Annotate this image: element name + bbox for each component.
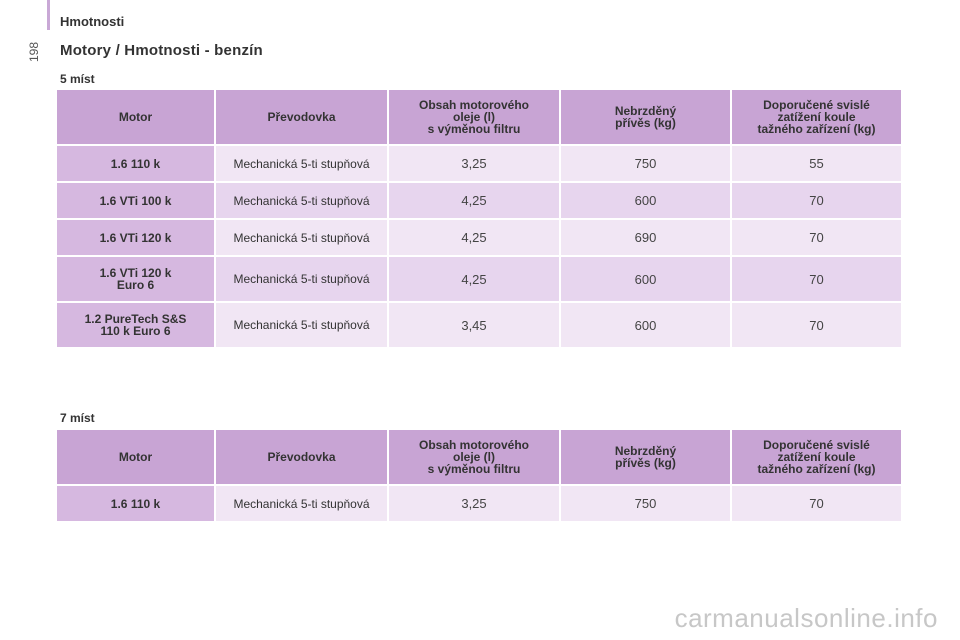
cell-gearbox: Mechanická 5-ti stupňová — [216, 257, 389, 303]
cell-motor: 1.6 110 k — [57, 486, 216, 523]
cell-oil: 4,25 — [389, 183, 561, 220]
watermark: carmanualsonline.info — [674, 603, 938, 633]
cell-oil: 3,25 — [389, 146, 561, 183]
cell-oil: 4,25 — [389, 257, 561, 303]
cell-motor: 1.6 110 k — [57, 146, 216, 183]
cell-gearbox: Mechanická 5-ti stupňová — [216, 303, 389, 349]
weights-table-7-seats: Motor Převodovka Obsah motorového oleje (… — [57, 430, 903, 523]
section-accent-bar — [47, 0, 50, 30]
cell-towball: 70 — [732, 257, 903, 303]
weights-table-5-seats: Motor Převodovka Obsah motorového oleje (… — [57, 90, 903, 349]
header-towball: Doporučené svislé zatížení koule tažného z… — [732, 430, 903, 486]
cell-motor: 1.6 VTi 100 k — [57, 183, 216, 220]
cell-gearbox: Mechanická 5-ti stupňová — [216, 183, 389, 220]
cell-trailer: 690 — [561, 220, 732, 257]
cell-towball: 70 — [732, 183, 903, 220]
subsection-title-7-seats: 7 míst — [60, 411, 95, 425]
table-row: 1.6 110 k Mechanická 5-ti stupňová 3,25 … — [57, 146, 903, 183]
cell-trailer: 600 — [561, 257, 732, 303]
table-row: 1.6 VTi 120 k Mechanická 5-ti stupňová 4… — [57, 220, 903, 257]
header-gearbox: Převodovka — [216, 90, 389, 146]
header-oil: Obsah motorového oleje (l) s výměnou filtr… — [389, 90, 561, 146]
table-header-row: Motor Převodovka Obsah motorového oleje (… — [57, 90, 903, 146]
cell-gearbox: Mechanická 5-ti stupňová — [216, 486, 389, 523]
table-row: 1.2 PureTech S&S 110 k Euro 6 Mechanická … — [57, 303, 903, 349]
cell-gearbox: Mechanická 5-ti stupňová — [216, 146, 389, 183]
header-motor: Motor — [57, 430, 216, 486]
table-header-row: Motor Převodovka Obsah motorového oleje (… — [57, 430, 903, 486]
cell-trailer: 750 — [561, 486, 732, 523]
table-row: 1.6 110 k Mechanická 5-ti stupňová 3,25 … — [57, 486, 903, 523]
header-oil: Obsah motorového oleje (l) s výměnou filtr… — [389, 430, 561, 486]
cell-trailer: 600 — [561, 303, 732, 349]
header-towball: Doporučené svislé zatížení koule tažného z… — [732, 90, 903, 146]
page-number: 198 — [27, 41, 41, 62]
table-row: 1.6 VTi 120 k Euro 6 Mechanická 5-ti stup… — [57, 257, 903, 303]
cell-motor: 1.2 PureTech S&S 110 k Euro 6 — [57, 303, 216, 349]
page-title: Motory / Hmotnosti - benzín — [60, 42, 263, 59]
cell-gearbox: Mechanická 5-ti stupňová — [216, 220, 389, 257]
header-trailer: Nebrzděný přívěs (kg) — [561, 90, 732, 146]
cell-motor: 1.6 VTi 120 k Euro 6 — [57, 257, 216, 303]
cell-towball: 55 — [732, 146, 903, 183]
subsection-title-5-seats: 5 míst — [60, 72, 95, 86]
cell-oil: 3,25 — [389, 486, 561, 523]
header-gearbox: Převodovka — [216, 430, 389, 486]
cell-oil: 4,25 — [389, 220, 561, 257]
header-trailer: Nebrzděný přívěs (kg) — [561, 430, 732, 486]
cell-trailer: 600 — [561, 183, 732, 220]
cell-oil: 3,45 — [389, 303, 561, 349]
cell-towball: 70 — [732, 220, 903, 257]
header-motor: Motor — [57, 90, 216, 146]
cell-trailer: 750 — [561, 146, 732, 183]
table-row: 1.6 VTi 100 k Mechanická 5-ti stupňová 4… — [57, 183, 903, 220]
cell-towball: 70 — [732, 303, 903, 349]
cell-motor: 1.6 VTi 120 k — [57, 220, 216, 257]
cell-towball: 70 — [732, 486, 903, 523]
section-tag: Hmotnosti — [60, 14, 125, 29]
